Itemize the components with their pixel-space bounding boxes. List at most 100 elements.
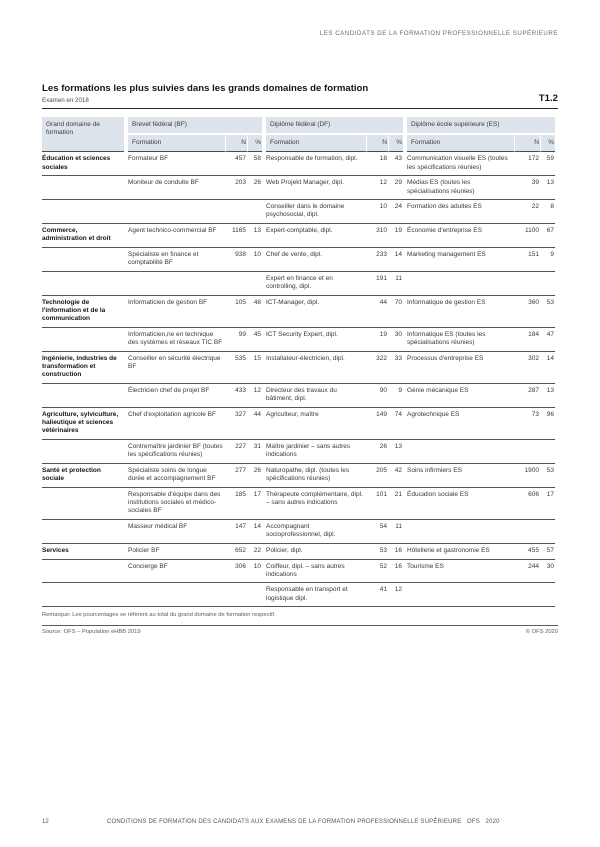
source-row: Source: OFS – Population eHBB 2019 © OFS… [42,629,558,635]
column-gap [403,384,407,408]
cell-domain: Commerce, administration et droit [42,224,124,249]
cell-bf-pct: 13 [247,224,262,249]
cell-bf-formation: Informaticien,ne en technique des systèm… [128,328,225,352]
column-gap [403,352,407,384]
cell-es-n: 287 [514,384,540,408]
subheader-df-pct: % [388,135,403,153]
cell-bf-n [225,200,247,225]
column-gap [403,328,407,352]
cell-bf-formation: Chef d'exploitation agricole BF [128,408,225,440]
table-row: Électricien chef de projet BF 433 12 Direct… [42,384,558,408]
cell-df-n: 233 [366,248,388,272]
cell-df-pct: 30 [388,328,403,352]
cell-bf-n: 99 [225,328,247,352]
column-gap [262,583,266,608]
column-gap [403,464,407,488]
table-row: Responsable en transport et logistique d… [42,583,558,608]
cell-domain [42,488,124,520]
subheader-bf-pct: % [247,135,262,153]
subheader-es-pct: % [540,135,555,153]
page-number: 12 [42,819,49,825]
cell-df-pct: 42 [388,464,403,488]
cell-df-n: 10 [366,200,388,225]
column-gap [403,272,407,296]
cell-df-pct: 11 [388,272,403,296]
cell-es-formation: Informatique ES (toutes les spécialisati… [407,328,514,352]
cell-domain: Technologie de l'information et de la co… [42,296,124,328]
cell-df-formation: Directeur des travaux du bâtiment, dipl. [266,384,366,408]
table-row: Responsable d'équipe dans des institutio… [42,488,558,520]
cell-es-formation: Médias ES (toutes les spécialisations ré… [407,176,514,201]
cell-es-n: 360 [514,296,540,328]
table-row: Ingénierie, industries de transformation… [42,352,558,384]
cell-es-pct: 9 [540,248,555,272]
cell-es-formation [407,272,514,296]
column-gap [124,200,128,225]
column-gap [124,544,128,560]
column-group-diplome-ecole-superieure: Diplôme école supérieure (ES) [407,117,555,134]
cell-df-pct: 33 [388,352,403,384]
cell-domain [42,176,124,201]
cell-bf-n: 1165 [225,224,247,249]
cell-df-formation: Expert en finance et en controlling, dip… [266,272,366,296]
cell-bf-formation: Spécialiste en finance et comptabilité B… [128,248,225,272]
cell-es-n: 606 [514,488,540,520]
cell-bf-formation: Conseiller en sécurité électrique BF [128,352,225,384]
cell-df-n: 41 [366,583,388,608]
cell-bf-n: 277 [225,464,247,488]
cell-df-n: 54 [366,520,388,544]
source-text: Source: OFS – Population eHBB 2019 [42,629,141,636]
table-row: Informaticien,ne en technique des systèm… [42,328,558,352]
cell-es-pct: 53 [540,464,555,488]
cell-df-formation: Responsable en transport et logistique d… [266,583,366,608]
table-row: Commerce, administration et droit Agent t… [42,224,558,249]
cell-df-formation: Web Projekt Manager, dipl. [266,176,366,201]
cell-bf-formation [128,583,225,608]
cell-bf-formation: Spécialiste soins de longue durée et acc… [128,464,225,488]
cell-bf-n: 652 [225,544,247,560]
column-gap [262,272,266,296]
column-gap [124,296,128,328]
cell-df-n: 322 [366,352,388,384]
cell-df-formation: ICT-Manager, dipl. [266,296,366,328]
cell-es-n: 39 [514,176,540,201]
cell-es-n: 455 [514,544,540,560]
cell-es-formation: Éducation sociale ES [407,488,514,520]
column-gap [262,328,266,352]
cell-domain: Services [42,544,124,560]
cell-bf-pct: 44 [247,408,262,440]
cell-bf-pct: 45 [247,328,262,352]
cell-bf-formation: Responsable d'équipe dans des institutio… [128,488,225,520]
cell-es-formation: Soins infirmiers ES [407,464,514,488]
subheader-es-formation: Formation [407,135,514,153]
table-row: Concierge BF 306 10 Coiffeur, dipl. – sans … [42,560,558,584]
cell-df-n: 18 [366,152,388,177]
cell-bf-pct: 22 [247,544,262,560]
cell-domain [42,520,124,544]
subheader-bf-formation: Formation [128,135,225,153]
column-gap [124,152,128,177]
column-gap [403,224,407,249]
cell-bf-n: 227 [225,440,247,464]
cell-df-formation: Conseiller dans le domaine psychosocial,… [266,200,366,225]
column-gap [262,224,266,249]
column-gap [124,248,128,272]
column-gap [124,560,128,584]
cell-bf-formation: Masseur médical BF [128,520,225,544]
cell-es-formation: Agrotechnique ES [407,408,514,440]
column-gap [403,248,407,272]
source-rule [42,625,558,627]
cell-df-n: 90 [366,384,388,408]
cell-es-n: 1100 [514,224,540,249]
column-gap [403,488,407,520]
cell-domain: Éducation et sciences sociales [42,152,124,177]
cell-bf-pct: 58 [247,152,262,177]
cell-es-n [514,440,540,464]
cell-es-formation: Hôtellerie et gastronomie ES [407,544,514,560]
column-gap [262,384,266,408]
cell-es-formation: Économie d'entreprise ES [407,224,514,249]
cell-bf-n: 457 [225,152,247,177]
column-gap [124,328,128,352]
column-gap [262,560,266,584]
